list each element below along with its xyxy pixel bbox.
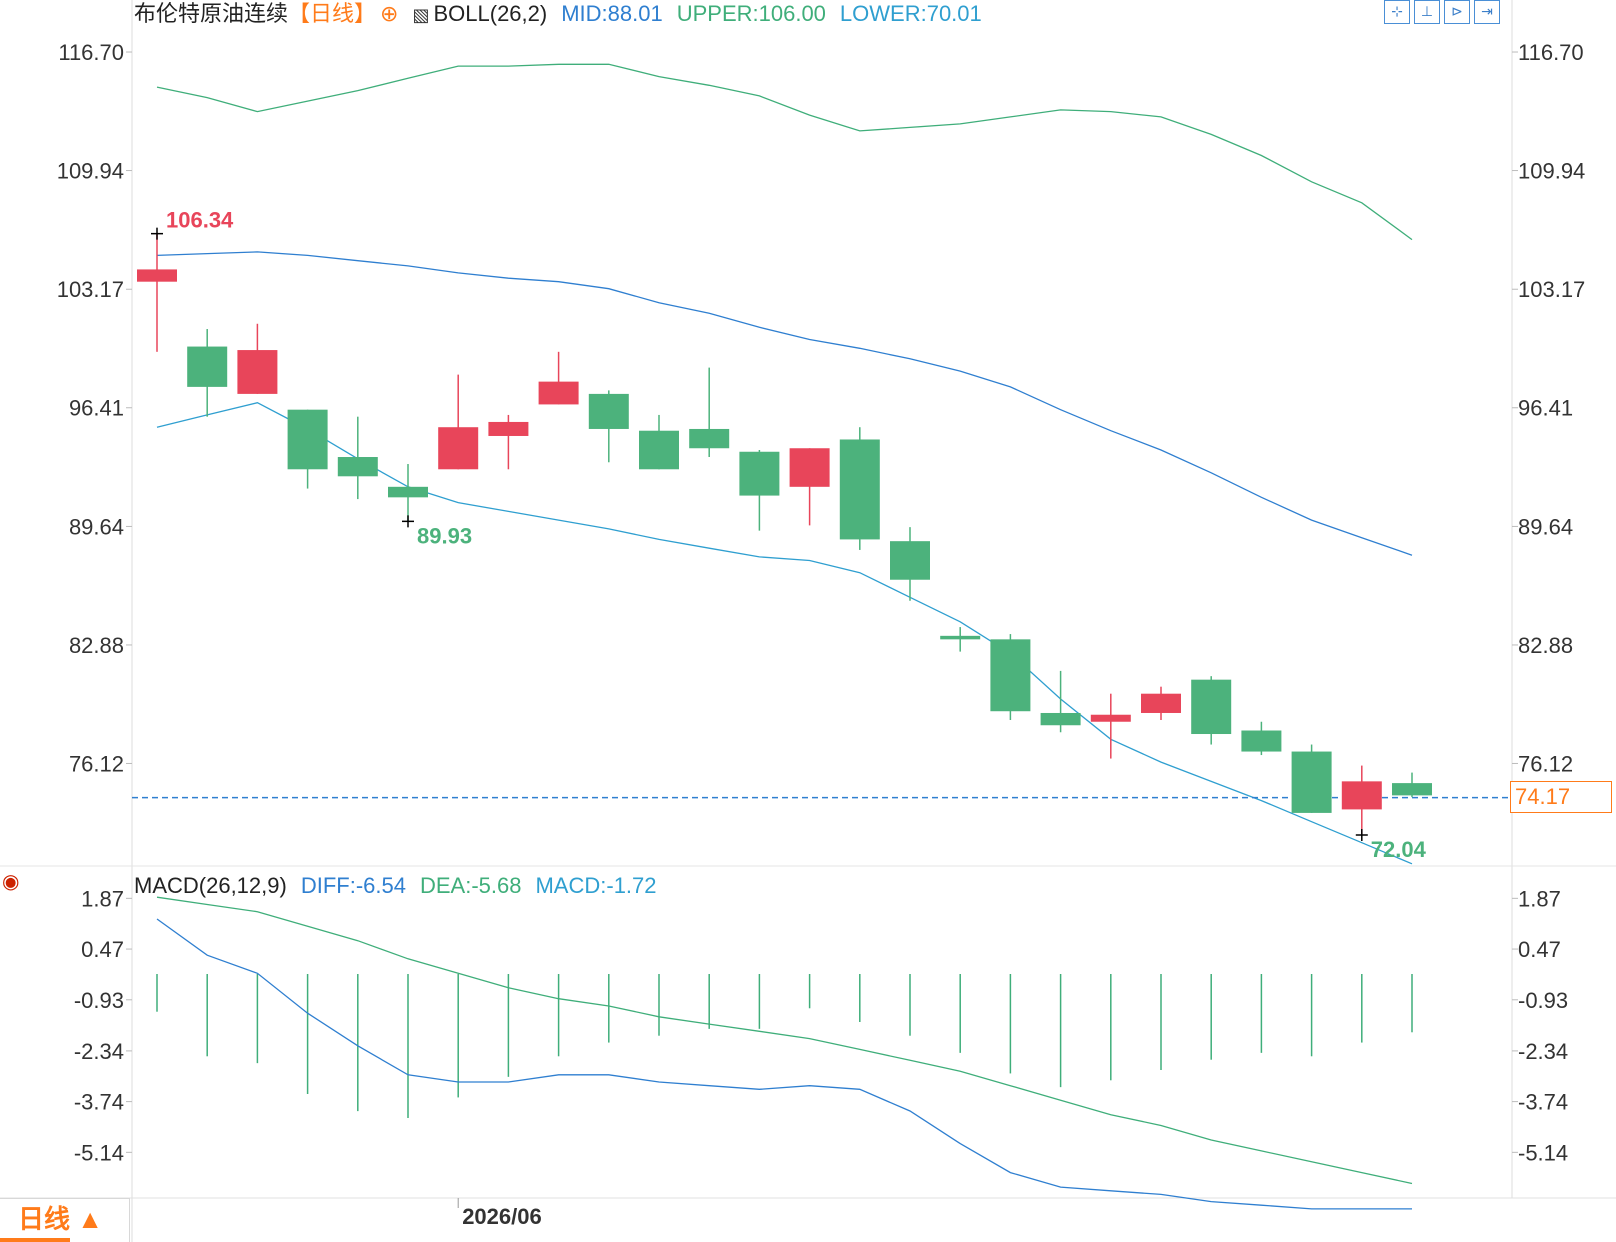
candle-body[interactable] [438,427,479,470]
macd-tick-label-right: -2.34 [1518,1039,1568,1064]
boll-mid-line [156,251,1413,556]
low-price-label: 89.93 [417,523,472,548]
candle-body[interactable] [538,381,579,405]
y-tick-label-right: 82.88 [1518,633,1573,658]
period-tab-label: 日线 ▲ [18,1204,103,1234]
fullscreen-icon[interactable]: ⇥ [1474,0,1500,24]
main-chart-header: 布伦特原油连续【日线】 ⊕ ▧ BOLL(26,2) MID:88.01 UPPER:10… [134,0,996,30]
macd-tick-label-right: -3.74 [1518,1090,1568,1115]
current-price-badge: 74.17 [1510,781,1612,813]
y-tick-label-right: 103.17 [1518,277,1585,302]
y-tick-label-right: 116.70 [1518,40,1584,65]
macd-header: MACD(26,12,9) DIFF:-6.54 DEA:-5.68 MACD:-1.… [134,872,671,900]
macd-diff-value: DIFF:-6.54 [300,873,406,898]
candle-body[interactable] [890,541,930,580]
next-icon[interactable]: ⊳ [1444,0,1470,24]
y-tick-label-left: 116.70 [58,40,124,65]
candle-body[interactable] [739,451,780,496]
candle-body[interactable] [990,639,1031,712]
y-tick-label-right: 96.41 [1518,396,1573,421]
macd-tick-label-right: 1.87 [1518,886,1561,911]
candle-body[interactable] [237,350,278,394]
y-tick-label-left: 76.12 [69,751,124,776]
candle-body[interactable] [488,421,529,436]
candle-body[interactable] [1291,751,1332,813]
boll-mid-value: MID:88.01 [561,1,663,26]
boll-indicator-icon[interactable]: ▧ [412,5,430,26]
candle-body[interactable] [1341,781,1382,810]
y-tick-label-left: 89.64 [69,514,124,539]
candle-body[interactable] [1191,679,1232,735]
y-tick-label-left: 96.41 [69,396,124,421]
target-icon[interactable]: ◉ [2,871,20,893]
low-price-label: 72.04 [1371,837,1427,862]
active-tab-underline [0,1238,70,1242]
boll-indicator-name[interactable]: BOLL(26,2) [433,1,548,26]
candle-body[interactable] [1040,712,1081,726]
candle-body[interactable] [1392,783,1432,796]
candle-body[interactable] [388,486,428,498]
candle-body[interactable] [689,428,730,449]
period-tab-daily[interactable]: 日线 ▲ [0,1198,130,1242]
macd-tick-label-left: -5.14 [74,1140,124,1165]
boll-upper-value: UPPER:106.00 [676,1,826,26]
candle-body[interactable] [940,635,981,640]
zoom-icon[interactable]: ⊹ [1384,0,1410,24]
macd-tick-label-right: 0.47 [1518,937,1561,962]
period-label[interactable]: 【日线】 [288,1,377,26]
macd-tick-label-left: 0.47 [81,937,124,962]
candle-body[interactable] [839,439,880,540]
candle-body[interactable] [137,269,177,282]
candle-body[interactable] [187,346,228,387]
candle-body[interactable] [639,430,679,470]
macd-tick-label-left: -2.34 [74,1039,124,1064]
candle-body[interactable] [588,393,629,429]
candle-body[interactable] [1241,730,1282,752]
macd-dea-line [156,896,1413,1185]
macd-macd-value: MACD:-1.72 [535,873,657,898]
boll-upper-line [156,63,1413,241]
macd-tick-label-left: -3.74 [74,1090,124,1115]
macd-tick-label-left: 1.87 [81,886,124,911]
instrument-title: 布伦特原油连续 [134,1,289,26]
macd-tick-label-right: -5.14 [1518,1140,1568,1165]
boll-lower-value: LOWER:70.01 [839,1,982,26]
y-tick-label-right: 89.64 [1518,514,1573,539]
candle-body[interactable] [1090,714,1131,722]
macd-diff-line [156,918,1412,1210]
macd-tick-label-left: -0.93 [74,988,124,1013]
y-tick-label-left: 82.88 [69,633,124,658]
high-price-label: 106.34 [166,208,234,233]
chart-icon[interactable]: ⊥ [1414,0,1440,24]
x-axis-date-label: 2026/06 [462,1204,542,1229]
macd-tick-label-right: -0.93 [1518,988,1568,1013]
candle-body[interactable] [287,409,328,470]
add-indicator-icon[interactable]: ⊕ [380,2,399,27]
macd-dea-value: DEA:-5.68 [419,873,522,898]
macd-indicator-name[interactable]: MACD(26,12,9) [134,873,287,898]
y-tick-label-right: 109.94 [1518,159,1585,184]
candle-body[interactable] [1141,693,1181,713]
candle-body[interactable] [789,448,830,487]
chart-toolbar: ⊹ ⊥ ⊳ ⇥ [1384,0,1500,24]
y-tick-label-right: 76.12 [1518,751,1573,776]
candle-body[interactable] [337,457,378,477]
y-tick-label-left: 109.94 [57,159,124,184]
y-tick-label-left: 103.17 [57,277,124,302]
